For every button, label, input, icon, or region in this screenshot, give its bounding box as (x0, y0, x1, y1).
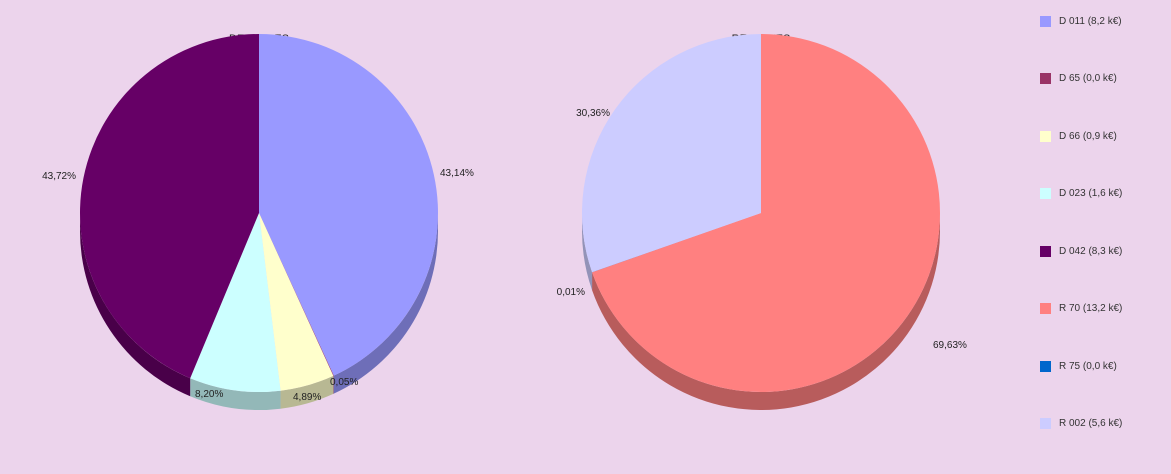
legend-swatch (1040, 73, 1051, 84)
pie-depenses: 43,14% 0,05% 4,89% 8,20% 43,72% (42, 34, 474, 410)
legend-item: D 65 (0,0 k€) (1040, 72, 1171, 86)
legend-item: R 75 (0,0 k€) (1040, 359, 1171, 373)
legend-item: D 023 (1,6 k€) (1040, 187, 1171, 201)
legend-label: D 042 (8,3 k€) (1059, 246, 1122, 257)
legend-label: D 023 (1,6 k€) (1059, 188, 1122, 199)
legend-label: D 66 (0,9 k€) (1059, 131, 1117, 142)
legend-swatch (1040, 188, 1051, 199)
slice-percent-label: 43,14% (440, 168, 474, 179)
legend-label: R 75 (0,0 k€) (1059, 361, 1117, 372)
legend-item: D 66 (0,9 k€) (1040, 129, 1171, 143)
legend-label: R 70 (13,2 k€) (1059, 303, 1122, 314)
slice-percent-label: 69,63% (933, 340, 967, 351)
legend: D 011 (8,2 k€) D 65 (0,0 k€) D 66 (0,9 k€)… (1040, 14, 1171, 474)
slice-percent-label: 0,01% (557, 287, 585, 298)
slice-percent-label: 4,89% (293, 392, 321, 403)
legend-item: R 70 (13,2 k€) (1040, 302, 1171, 316)
pie-recettes: 69,63% 0,01% 30,36% (557, 34, 967, 410)
legend-swatch (1040, 303, 1051, 314)
legend-label: D 011 (8,2 k€) (1059, 16, 1122, 27)
legend-label: D 65 (0,0 k€) (1059, 73, 1117, 84)
legend-label: R 002 (5,6 k€) (1059, 418, 1122, 429)
legend-item: D 042 (8,3 k€) (1040, 244, 1171, 258)
legend-swatch (1040, 418, 1051, 429)
pie-charts: DEPENSES 43,14%0,05%4,89%8,20%43,72% REC… (0, 0, 1040, 416)
slice-percent-label: 0,05% (330, 377, 358, 388)
legend-item: D 011 (8,2 k€) (1040, 14, 1171, 28)
legend-swatch (1040, 131, 1051, 142)
legend-swatch (1040, 246, 1051, 257)
slice-percent-label: 30,36% (576, 108, 610, 119)
legend-swatch (1040, 361, 1051, 372)
legend-item: R 002 (5,6 k€) (1040, 417, 1171, 431)
slice-percent-label: 8,20% (195, 389, 223, 400)
legend-swatch (1040, 16, 1051, 27)
slice-percent-label: 43,72% (42, 171, 76, 182)
